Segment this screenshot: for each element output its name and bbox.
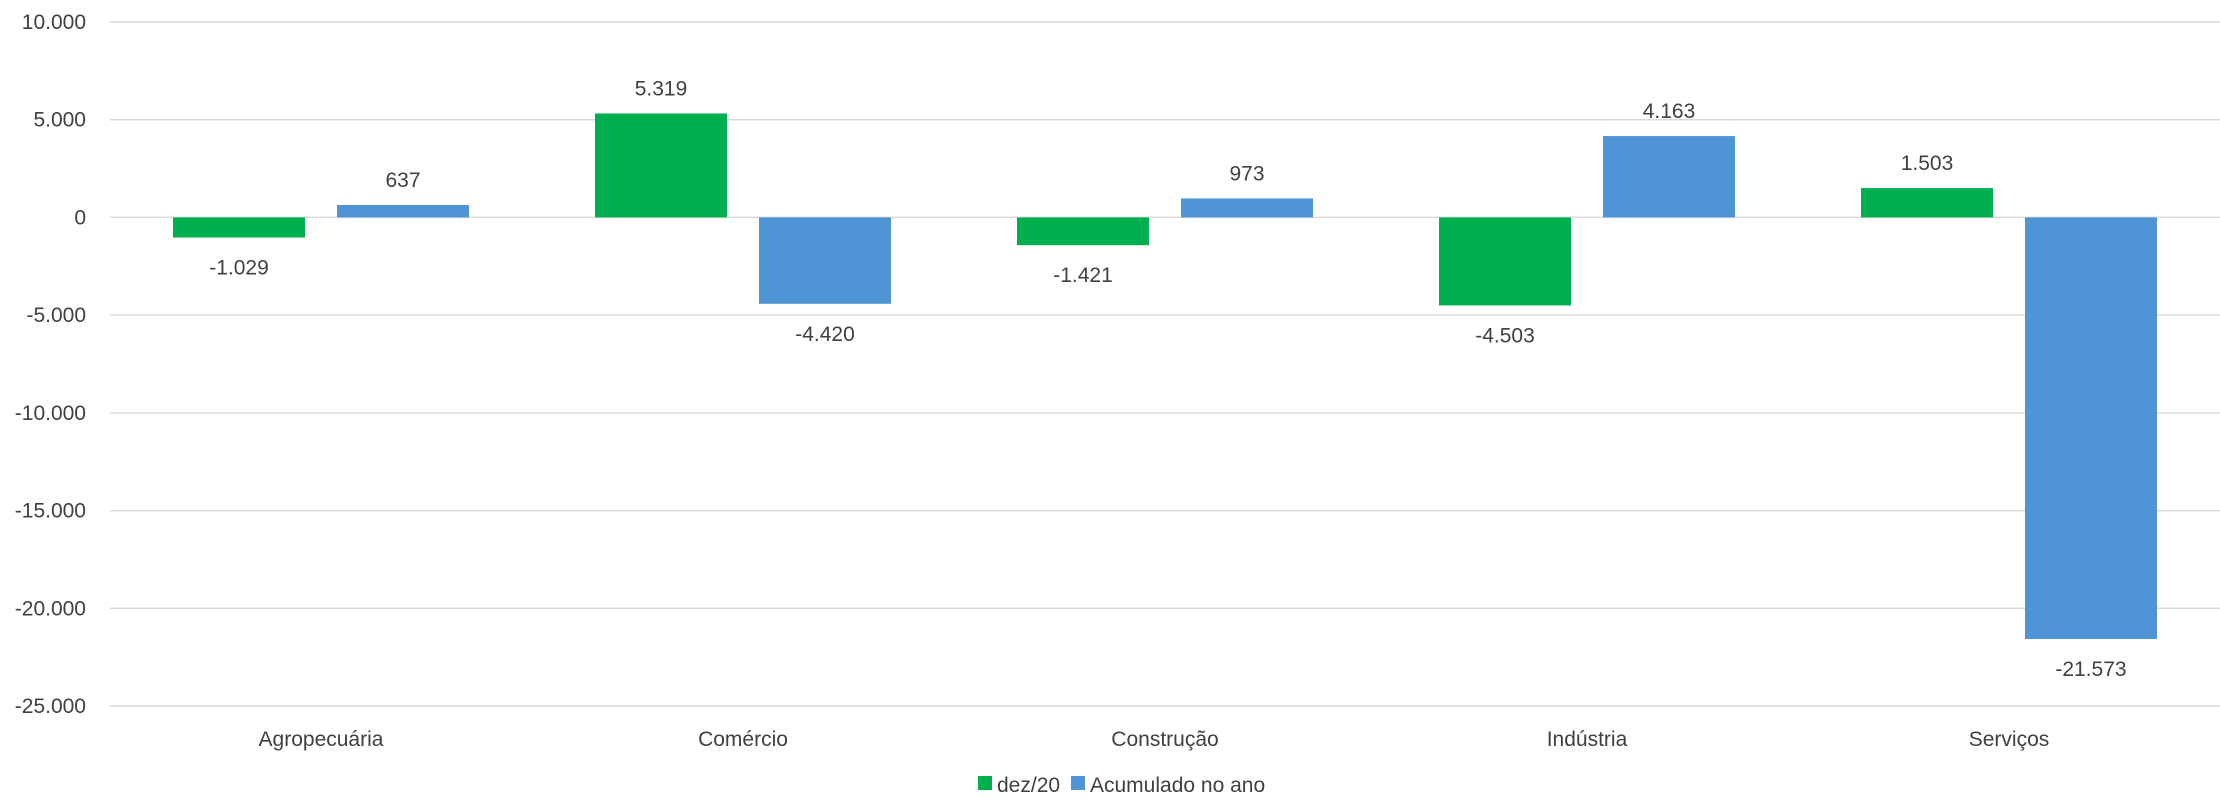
y-tick-label: 10.000: [22, 11, 86, 34]
bar-acumulado: [759, 217, 891, 304]
category-label: Construção: [1111, 728, 1218, 751]
legend-label: dez/20: [997, 774, 1060, 797]
category-label: Serviços: [1969, 728, 2050, 751]
category-label: Comércio: [698, 728, 788, 751]
y-tick-label: 5.000: [33, 109, 86, 132]
data-label: 637: [385, 169, 420, 192]
bar-dez20: [173, 217, 305, 238]
data-label: 5.319: [635, 77, 688, 100]
y-tick-label: -15.000: [15, 500, 86, 523]
data-labels: -1.029 637 5.319 -4.420 -1.421 973 -4.503 4.163…: [209, 77, 2126, 681]
y-tick-label: -20.000: [15, 597, 86, 620]
bar-acumulado: [2025, 217, 2157, 640]
category-label: Indústria: [1547, 728, 1628, 751]
data-label: 973: [1229, 162, 1264, 185]
data-label: -1.421: [1053, 264, 1113, 287]
data-label: 1.503: [1901, 152, 1954, 175]
y-tick-label: -10.000: [15, 402, 86, 425]
data-label: -1.029: [209, 257, 269, 280]
x-axis-category-labels: Agropecuária Comércio Construção Indústria S…: [259, 728, 2050, 751]
y-tick-label: -25.000: [15, 695, 86, 718]
data-label: -4.420: [795, 323, 855, 346]
legend-swatch: [978, 776, 992, 790]
bar-dez20: [595, 113, 727, 218]
y-axis-tick-labels: 10.000 5.000 0 -5.000 -10.000 -15.000 -20.000 -…: [15, 11, 86, 718]
bars: [173, 113, 2157, 640]
gridlines: [110, 21, 2220, 707]
bar-dez20: [1017, 217, 1149, 246]
data-label: 4.163: [1643, 100, 1696, 123]
bar-acumulado: [337, 204, 469, 218]
data-label: -21.573: [2055, 658, 2126, 681]
legend-label: Acumulado no ano: [1090, 774, 1265, 797]
y-tick-label: -5.000: [26, 304, 86, 327]
legend: dez/20 Acumulado no ano: [978, 774, 1265, 797]
bar-dez20: [1439, 217, 1571, 306]
data-label: -4.503: [1475, 324, 1535, 347]
y-tick-label: 0: [74, 206, 86, 229]
bar-dez20: [1861, 188, 1993, 218]
bar-acumulado: [1181, 198, 1313, 218]
legend-swatch: [1071, 776, 1085, 790]
category-label: Agropecuária: [259, 728, 384, 751]
bar-acumulado: [1603, 136, 1735, 218]
